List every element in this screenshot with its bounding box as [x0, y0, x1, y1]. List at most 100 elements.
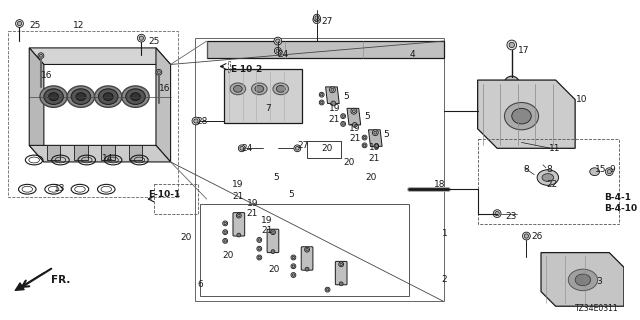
Circle shape: [372, 130, 378, 136]
Circle shape: [321, 93, 323, 96]
Ellipse shape: [230, 83, 246, 95]
Ellipse shape: [131, 93, 140, 100]
Circle shape: [138, 34, 145, 42]
Bar: [228, 60, 230, 72]
Text: 18: 18: [434, 180, 445, 189]
Circle shape: [331, 101, 336, 106]
Circle shape: [257, 255, 262, 260]
Text: TZ34E0311: TZ34E0311: [575, 304, 619, 313]
Ellipse shape: [504, 102, 539, 130]
Polygon shape: [369, 130, 382, 146]
Bar: [200, 204, 410, 296]
Circle shape: [342, 115, 344, 117]
Text: 13: 13: [54, 184, 65, 193]
Circle shape: [224, 231, 227, 233]
Polygon shape: [156, 48, 171, 162]
Circle shape: [353, 110, 355, 113]
Circle shape: [319, 92, 324, 97]
Ellipse shape: [512, 108, 531, 124]
Circle shape: [362, 143, 367, 148]
Text: 20: 20: [365, 173, 377, 182]
Text: 5: 5: [289, 190, 294, 199]
Text: 5: 5: [273, 173, 278, 182]
Circle shape: [194, 119, 198, 123]
Text: B-4-1: B-4-1: [604, 193, 632, 202]
Circle shape: [351, 108, 356, 114]
Text: 20: 20: [180, 234, 192, 243]
Text: 16: 16: [41, 71, 52, 80]
Ellipse shape: [103, 93, 113, 100]
FancyBboxPatch shape: [267, 229, 279, 252]
Circle shape: [319, 100, 324, 105]
Text: 22: 22: [546, 180, 557, 189]
Circle shape: [15, 20, 24, 28]
Bar: [154, 184, 198, 214]
Circle shape: [274, 37, 282, 45]
Text: 23: 23: [505, 212, 516, 221]
Circle shape: [258, 256, 260, 259]
Ellipse shape: [589, 168, 600, 176]
Ellipse shape: [44, 89, 63, 104]
Text: 28: 28: [196, 117, 207, 126]
Polygon shape: [29, 48, 44, 162]
Circle shape: [223, 221, 228, 226]
Ellipse shape: [537, 170, 559, 185]
Ellipse shape: [255, 85, 264, 92]
Text: 3: 3: [596, 277, 602, 286]
Circle shape: [364, 136, 366, 139]
Text: 16: 16: [159, 84, 170, 93]
Text: E-10-1: E-10-1: [148, 190, 180, 199]
Ellipse shape: [76, 93, 86, 100]
Polygon shape: [477, 80, 575, 148]
Circle shape: [509, 42, 515, 48]
Polygon shape: [347, 108, 361, 125]
Text: 8: 8: [546, 165, 552, 174]
Bar: [101, 145, 115, 160]
Text: 5: 5: [383, 130, 389, 139]
Ellipse shape: [99, 89, 118, 104]
Circle shape: [340, 122, 346, 126]
Circle shape: [257, 246, 262, 251]
Ellipse shape: [234, 85, 242, 92]
Ellipse shape: [568, 269, 598, 291]
Text: 21: 21: [261, 226, 273, 235]
Circle shape: [240, 147, 244, 150]
Circle shape: [237, 214, 240, 217]
Text: 24: 24: [242, 144, 253, 153]
Circle shape: [330, 87, 335, 93]
Circle shape: [331, 88, 334, 91]
Circle shape: [524, 234, 529, 238]
Circle shape: [315, 16, 319, 20]
Text: 27: 27: [298, 141, 308, 150]
Circle shape: [40, 54, 42, 57]
Circle shape: [305, 247, 310, 252]
Circle shape: [291, 255, 296, 260]
Circle shape: [504, 76, 520, 92]
Ellipse shape: [71, 89, 91, 104]
Ellipse shape: [276, 85, 285, 92]
Circle shape: [192, 117, 200, 125]
Circle shape: [507, 40, 516, 50]
Circle shape: [291, 264, 296, 269]
Text: 8: 8: [524, 165, 529, 174]
Circle shape: [276, 39, 280, 43]
Circle shape: [292, 265, 294, 268]
Circle shape: [156, 69, 162, 75]
Text: 19: 19: [232, 180, 243, 189]
Circle shape: [314, 14, 320, 21]
Text: 21: 21: [246, 209, 258, 218]
Text: 10: 10: [576, 95, 588, 104]
Circle shape: [495, 212, 499, 216]
Circle shape: [223, 238, 228, 243]
Circle shape: [321, 101, 323, 104]
Text: 27: 27: [322, 17, 333, 26]
Circle shape: [271, 230, 275, 235]
Ellipse shape: [542, 174, 554, 181]
Text: 14: 14: [102, 154, 114, 163]
Text: 7: 7: [265, 104, 271, 113]
Circle shape: [305, 267, 309, 271]
Circle shape: [605, 168, 613, 176]
Circle shape: [238, 145, 245, 152]
Circle shape: [224, 240, 227, 242]
Text: 19: 19: [328, 104, 340, 113]
